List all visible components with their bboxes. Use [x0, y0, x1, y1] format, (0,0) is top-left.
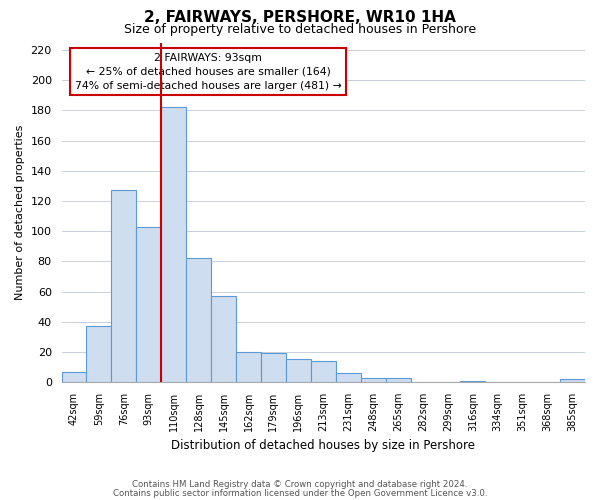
Text: 2, FAIRWAYS, PERSHORE, WR10 1HA: 2, FAIRWAYS, PERSHORE, WR10 1HA	[144, 10, 456, 25]
X-axis label: Distribution of detached houses by size in Pershore: Distribution of detached houses by size …	[171, 440, 475, 452]
Text: Contains HM Land Registry data © Crown copyright and database right 2024.: Contains HM Land Registry data © Crown c…	[132, 480, 468, 489]
Text: Contains public sector information licensed under the Open Government Licence v3: Contains public sector information licen…	[113, 488, 487, 498]
Bar	[112, 190, 136, 382]
Bar	[211, 296, 236, 382]
Bar	[236, 352, 261, 382]
Bar	[311, 361, 336, 382]
Text: 2 FAIRWAYS: 93sqm
← 25% of detached houses are smaller (164)
74% of semi-detache: 2 FAIRWAYS: 93sqm ← 25% of detached hous…	[75, 52, 341, 90]
Bar	[136, 226, 161, 382]
Bar	[86, 326, 112, 382]
Bar	[186, 258, 211, 382]
Bar	[286, 360, 311, 382]
Bar	[386, 378, 410, 382]
Bar	[460, 380, 485, 382]
Bar	[261, 354, 286, 382]
Bar	[560, 379, 585, 382]
Bar	[361, 378, 386, 382]
Y-axis label: Number of detached properties: Number of detached properties	[15, 124, 25, 300]
Bar	[161, 108, 186, 382]
Bar	[336, 373, 361, 382]
Text: Size of property relative to detached houses in Pershore: Size of property relative to detached ho…	[124, 22, 476, 36]
Bar	[62, 372, 86, 382]
